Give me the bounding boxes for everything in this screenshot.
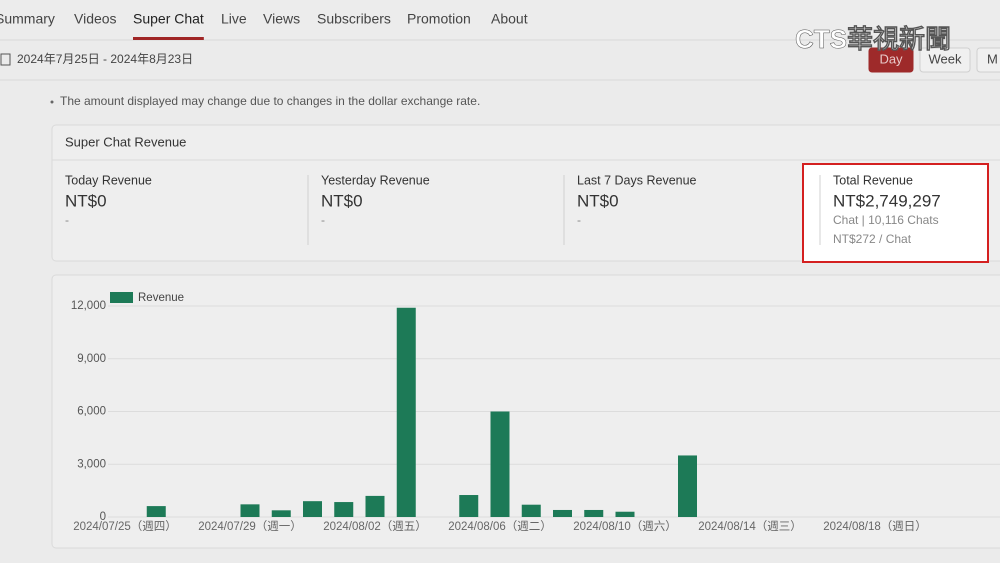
y-tick-label: 0 — [100, 511, 106, 523]
stat-detail: - — [321, 213, 325, 227]
tab[interactable]: About — [491, 11, 528, 27]
note: The amount displayed may change due to c… — [60, 94, 480, 108]
tab[interactable]: Views — [263, 11, 300, 27]
tab[interactable]: Summary — [0, 11, 55, 27]
bar — [146, 506, 166, 517]
bar — [678, 455, 697, 517]
stat-value: NT$0 — [65, 191, 107, 210]
stat-label: Today Revenue — [65, 173, 152, 187]
y-tick-label: 6,000 — [77, 406, 106, 418]
stat-label: Yesterday Revenue — [321, 173, 430, 187]
card-title: Super Chat Revenue — [65, 134, 186, 149]
watermark: CTS華視新聞 — [795, 24, 951, 54]
bar — [396, 307, 416, 517]
x-tick-label: 2024/08/02（週五） — [323, 520, 427, 533]
stat-value: NT$2,749,297 — [833, 191, 941, 210]
tab[interactable]: Super Chat — [133, 11, 204, 27]
legend-label: Revenue — [138, 292, 184, 304]
period-button-bg — [976, 47, 1000, 73]
tab[interactable]: Live — [221, 11, 247, 27]
period-button-bg — [919, 47, 971, 73]
stat-value: NT$0 — [321, 191, 363, 210]
bar — [334, 502, 354, 517]
tab[interactable]: Subscribers — [317, 11, 391, 27]
stat-label: Total Revenue — [833, 173, 913, 187]
bar — [303, 501, 322, 517]
bar — [584, 509, 604, 517]
bullet — [50, 100, 54, 104]
calendar-icon — [0, 53, 11, 66]
bar — [271, 510, 291, 517]
period-button[interactable]: Day — [879, 51, 903, 66]
legend-swatch — [110, 292, 133, 303]
bar — [521, 504, 541, 517]
revenue-card — [51, 124, 1000, 262]
x-tick-label: 2024/07/25（週四） — [73, 520, 177, 533]
highlight-box — [802, 163, 989, 263]
x-tick-label: 2024/08/18（週日） — [823, 520, 927, 533]
y-tick-label: 9,000 — [77, 353, 106, 365]
active-tab-indicator — [133, 37, 204, 40]
y-tick-label: 12,000 — [71, 300, 106, 312]
stat-detail: - — [577, 213, 581, 227]
stat-detail: Chat | 10,116 Chats — [833, 213, 939, 227]
bar — [490, 411, 510, 517]
stat-detail: - — [65, 213, 69, 227]
period-button-bg — [868, 47, 914, 73]
x-tick-label: 2024/07/29（週一） — [198, 520, 302, 533]
stat-value: NT$0 — [577, 191, 619, 210]
tab[interactable]: Videos — [74, 11, 117, 27]
bar — [365, 495, 385, 517]
bar — [615, 511, 635, 517]
tab-bar — [0, 0, 1000, 40]
x-tick-label: 2024/08/06（週二） — [448, 520, 552, 533]
bar — [240, 504, 260, 517]
period-button[interactable]: Week — [929, 51, 962, 66]
period-button[interactable]: M — [987, 51, 998, 66]
stat-label: Last 7 Days Revenue — [577, 173, 697, 187]
date-range: 2024年7月25日 - 2024年8月23日 — [17, 52, 193, 66]
bar — [553, 509, 572, 517]
stat-detail: NT$272 / Chat — [833, 232, 912, 246]
x-tick-label: 2024/08/14（週三） — [698, 520, 802, 533]
x-tick-label: 2024/08/10（週六） — [573, 520, 677, 533]
bar — [459, 495, 479, 517]
y-tick-label: 3,000 — [77, 458, 106, 470]
tab[interactable]: Promotion — [407, 11, 471, 27]
